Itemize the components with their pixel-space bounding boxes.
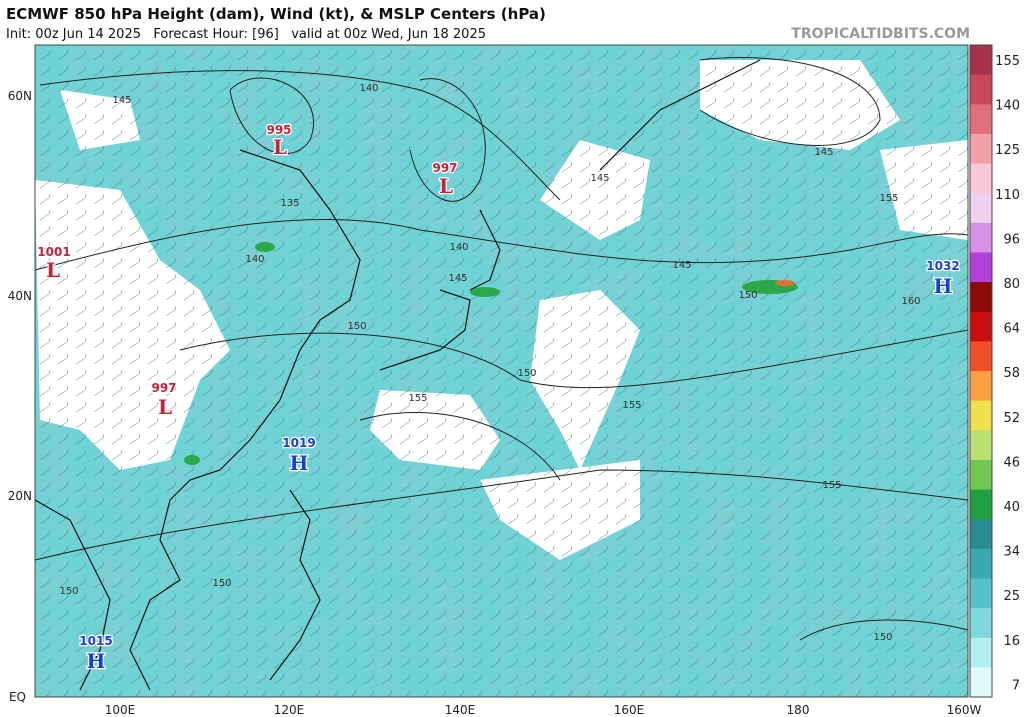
pressure-letter: H	[290, 451, 309, 475]
colorbar-label: 40	[1003, 500, 1020, 515]
contour-label: 145	[814, 147, 833, 158]
colorbar-frame	[969, 44, 993, 698]
contour-label: 155	[822, 480, 841, 491]
colorbar-segment	[970, 45, 992, 76]
pressure-value: 1019	[282, 436, 315, 450]
map-frame	[34, 44, 969, 698]
pressure-value: 1032	[926, 259, 959, 273]
colorbar-segment	[970, 548, 992, 579]
contour-labels: 145 140 135 140 140 145 150 150 155 155 …	[59, 83, 920, 643]
colorbar-label: 16	[1003, 634, 1020, 649]
colorbar-segment	[970, 341, 992, 372]
lon-labels: 100E 120E 140E 160E 180 160W	[105, 703, 982, 717]
map	[35, 45, 968, 697]
lat-label: EQ	[9, 690, 26, 704]
colorbar-segment	[970, 133, 992, 165]
pressure-value: 1015	[79, 634, 112, 648]
pressure-value: 995	[266, 123, 291, 137]
colorbar-segment	[970, 252, 992, 283]
contour-label: 155	[622, 400, 641, 411]
colorbar: 155 140 125 110 96 80 64 58 52 46 40 34 25 16 7	[969, 44, 1020, 698]
lat-label: 60N	[8, 89, 32, 103]
contour-label: 150	[517, 368, 536, 379]
colorbar-segment	[970, 608, 992, 639]
colorbar-segment	[970, 193, 992, 224]
colorbar-label: 110	[995, 188, 1020, 203]
lon-label: 140E	[445, 703, 476, 717]
colorbar-segment	[970, 489, 992, 520]
contour-label: 150	[347, 321, 366, 332]
colorbar-label: 46	[1003, 455, 1020, 470]
contour-label: 160	[901, 296, 920, 307]
colorbar-segment	[970, 104, 992, 135]
contour-label: 140	[359, 83, 378, 94]
colorbar-label: 80	[1003, 277, 1020, 292]
colorbar-segment	[970, 371, 992, 402]
colorbar-segment	[970, 578, 992, 609]
colorbar-label: 52	[1003, 411, 1020, 426]
lat-labels: 60N 40N 20N EQ	[8, 89, 32, 704]
contour-label: 140	[449, 242, 468, 253]
title: ECMWF 850 hPa Height (dam), Wind (kt), &…	[6, 5, 546, 23]
contour-label: 145	[112, 95, 131, 106]
colorbar-label: 125	[995, 143, 1020, 158]
lat-label: 20N	[8, 489, 32, 503]
subtitle: Init: 00z Jun 14 2025 Forecast Hour: [96…	[6, 27, 486, 42]
pressure-letter: L	[46, 258, 60, 282]
colorbar-label: 96	[1003, 232, 1020, 247]
colorbar-segment	[970, 282, 992, 313]
contour-label: 140	[245, 254, 264, 265]
contour-label: 145	[672, 260, 691, 271]
pressure-value: 1001	[37, 245, 70, 259]
lat-label: 40N	[8, 289, 32, 303]
colorbar-label: 25	[1003, 589, 1020, 604]
lon-label: 120E	[274, 703, 305, 717]
contour-label: 150	[738, 290, 757, 301]
colorbar-segment	[970, 519, 992, 550]
colorbar-label: 140	[995, 99, 1020, 114]
lon-label: 160W	[947, 703, 982, 717]
colorbar-label: 58	[1003, 366, 1020, 381]
colorbar-segment	[970, 459, 992, 491]
pressure-letter: H	[87, 649, 106, 673]
pressure-centers: 995 L 997 L 1001 L 997 L 1019 H 1032 H 1…	[36, 122, 961, 675]
contour-label: 150	[873, 632, 892, 643]
pressure-value: 997	[432, 161, 457, 175]
colorbar-segment	[970, 667, 992, 698]
colorbar-segment	[970, 430, 992, 461]
colorbar-label: 155	[995, 54, 1020, 69]
pressure-letter: L	[158, 395, 172, 419]
contour-label: 150	[212, 578, 231, 589]
colorbar-segment	[970, 637, 992, 668]
brand: TROPICALTIDBITS.COM	[791, 26, 970, 42]
contour-label: 150	[59, 586, 78, 597]
colorbar-segment	[970, 74, 992, 105]
contour-label: 155	[879, 193, 898, 204]
colorbar-segment	[970, 400, 992, 431]
colorbar-segment	[970, 163, 992, 194]
pressure-value: 997	[151, 381, 176, 395]
lon-label: 160E	[614, 703, 645, 717]
colorbar-label: 7	[1012, 678, 1020, 693]
colorbar-label: 64	[1003, 322, 1020, 337]
contour-label: 155	[408, 393, 427, 404]
contour-label: 145	[448, 273, 467, 284]
colorbar-segment	[970, 311, 992, 342]
contour-label: 135	[280, 198, 299, 209]
lon-label: 180	[787, 703, 810, 717]
colorbar-segment	[970, 222, 992, 253]
colorbar-label: 34	[1003, 545, 1020, 560]
pressure-letter: L	[273, 135, 287, 159]
pressure-letter: H	[934, 274, 953, 298]
pressure-letter: L	[439, 174, 453, 198]
lon-label: 100E	[105, 703, 136, 717]
contour-label: 145	[590, 173, 609, 184]
